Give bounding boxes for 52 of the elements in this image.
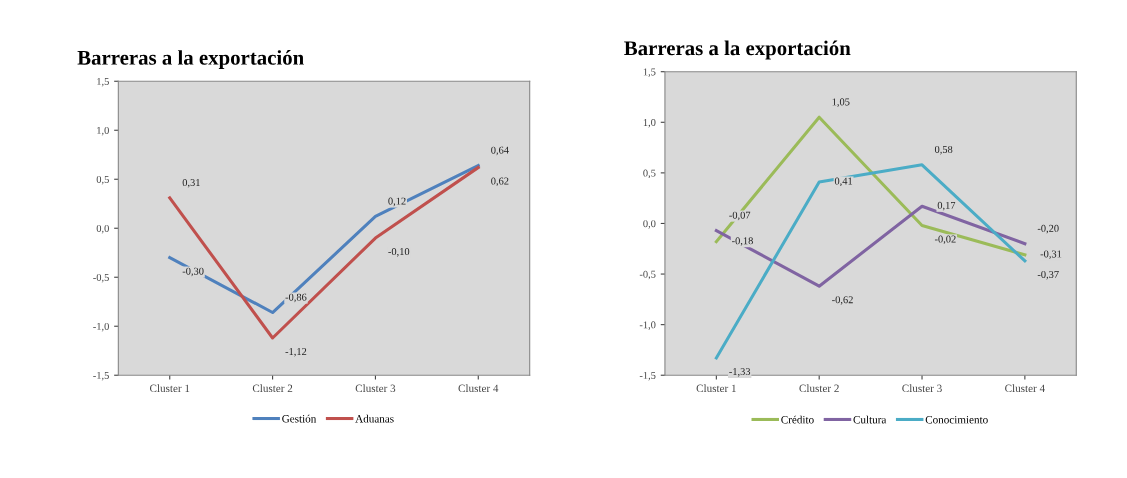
data-label: 0,58 (934, 145, 953, 155)
x-tick-label: Cluster 4 (458, 384, 499, 393)
y-tick-label: 0,5 (643, 169, 656, 179)
data-label: 0,17 (937, 201, 956, 211)
legend-label: Aduanas (355, 414, 394, 423)
x-tick-label: Cluster 4 (1005, 384, 1045, 393)
legend-label: Cultura (853, 415, 887, 424)
y-tick-label: 0,0 (96, 224, 109, 234)
y-tick-label: 1,5 (643, 68, 656, 77)
y-tick-label: -1,5 (639, 371, 656, 381)
y-tick-label: -1,5 (93, 371, 109, 381)
y-tick-label: -1,0 (639, 321, 656, 330)
line-series (714, 115, 1027, 257)
y-tick-label: 1,5 (97, 78, 109, 87)
x-tick-label: Cluster 3 (902, 384, 942, 393)
data-label: 0,31 (182, 179, 200, 188)
y-tick-label: 0,5 (96, 175, 109, 185)
data-label: 0,41 (834, 177, 853, 187)
x-tick-label: Cluster 2 (252, 384, 293, 393)
y-tick-label: 0,0 (643, 220, 656, 229)
data-label: -0,37 (1037, 270, 1059, 280)
y-tick-label: 1,0 (643, 118, 656, 128)
legend-label: Conocimiento (925, 416, 988, 424)
legend-label: Gestión (282, 414, 317, 423)
data-label: 0,64 (491, 146, 509, 156)
x-tick-label: Cluster 3 (355, 384, 396, 393)
x-tick-label: Cluster 1 (696, 384, 736, 393)
data-label: 0,12 (388, 197, 406, 207)
y-tick-label: -0,5 (93, 273, 109, 283)
chart-title: Barreras a la exportación (624, 40, 851, 60)
data-label: -0,31 (1040, 250, 1062, 259)
data-label: -0,07 (729, 211, 751, 221)
y-tick-label: -0,5 (639, 270, 656, 280)
line-series (714, 204, 1027, 288)
data-label: -0,30 (182, 267, 204, 277)
data-label: -0,62 (832, 296, 853, 305)
data-label: -0,10 (388, 248, 410, 257)
data-label: -0,02 (934, 235, 956, 245)
data-label: -0,18 (732, 237, 753, 246)
y-tick-label: -1,0 (93, 322, 109, 332)
data-label: -0,86 (285, 293, 307, 303)
y-tick-label: 1,0 (97, 126, 109, 136)
line-series (714, 163, 1027, 360)
data-label: -1,33 (729, 368, 751, 377)
chart-title: Barreras a la exportación (77, 50, 304, 70)
data-label: -0,20 (1037, 224, 1059, 234)
data-label: -1,12 (285, 348, 307, 357)
data-label: 1,05 (832, 98, 850, 107)
x-tick-label: Cluster 1 (150, 384, 190, 393)
data-label: 0,62 (491, 177, 509, 187)
x-tick-label: Cluster 2 (799, 384, 839, 393)
legend-label: Crédito (781, 415, 814, 424)
